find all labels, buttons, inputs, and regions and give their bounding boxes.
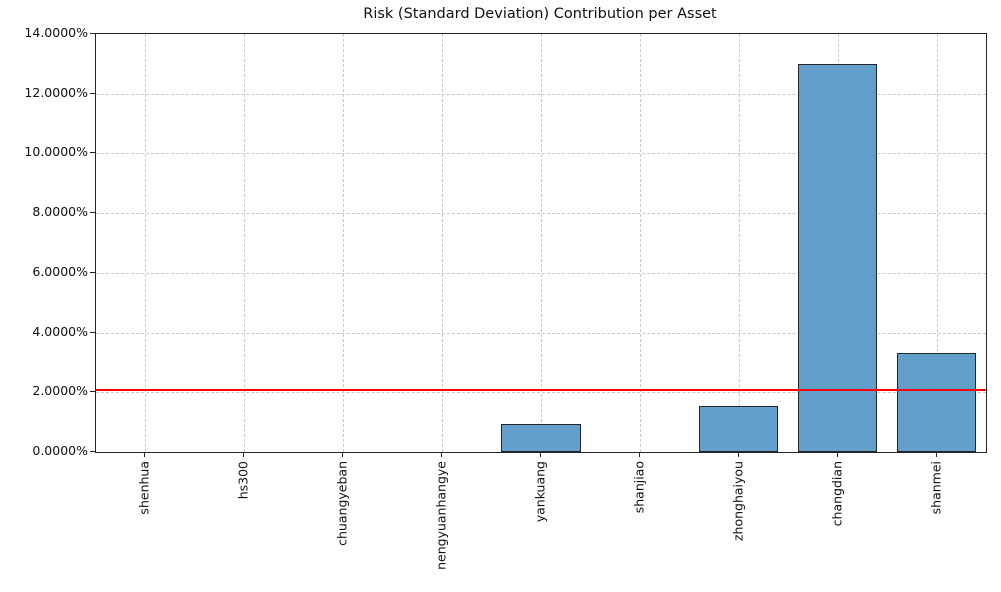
- x-tick-label: changdian: [829, 461, 844, 526]
- y-tick-mark: [90, 92, 95, 94]
- y-tick-mark: [90, 212, 95, 214]
- x-tick-mark: [737, 452, 739, 457]
- bar-shanmei: [897, 353, 977, 452]
- y-tick-label: 0.0000%: [32, 443, 88, 458]
- chart-title: Risk (Standard Deviation) Contribution p…: [363, 6, 717, 22]
- x-tick-label: yankuang: [533, 461, 548, 522]
- y-tick-mark: [90, 33, 95, 34]
- x-tick-label: shanjiao: [631, 461, 646, 513]
- x-tick-mark: [935, 452, 937, 457]
- y-tick-label: 4.0000%: [32, 323, 88, 339]
- x-tick-label-text: yankuang: [532, 461, 548, 523]
- x-tick-label: shenhua: [137, 461, 152, 515]
- y-tick-label: 14.0000%: [24, 25, 88, 40]
- y-tick-label: 10.0000%: [24, 144, 88, 160]
- y-tick-mark: [90, 271, 95, 273]
- v-gridline: [936, 34, 938, 452]
- v-gridline: [541, 34, 542, 452]
- plot-area: [95, 33, 987, 453]
- y-tick-mark: [90, 391, 95, 393]
- bar-yankuang: [501, 423, 581, 452]
- v-gridline: [145, 34, 147, 452]
- y-tick-label: 2.0000%: [32, 383, 88, 399]
- v-gridline: [738, 34, 740, 452]
- x-tick-label: zhonghaiyou: [730, 461, 745, 541]
- y-tick-label: 8.0000%: [32, 204, 88, 220]
- x-tick-label-text: shenhua: [136, 461, 152, 515]
- x-tick-mark: [540, 452, 541, 457]
- bar-changdian: [798, 63, 878, 452]
- x-tick-mark: [342, 452, 344, 457]
- x-tick-mark: [441, 452, 443, 457]
- x-tick-label-text: hs300: [235, 461, 251, 500]
- x-tick-label-text: chuangyeban: [334, 461, 350, 546]
- x-tick-label-text: nengyuanhangye: [433, 461, 449, 570]
- v-gridline: [343, 34, 345, 452]
- y-tick-mark: [90, 152, 95, 154]
- bar-zhonghaiyou: [699, 405, 779, 452]
- x-tick-mark: [243, 452, 245, 457]
- x-tick-label-text: shanjiao: [631, 461, 647, 514]
- x-tick-label-text: shanmei: [928, 461, 944, 515]
- y-tick-mark: [90, 331, 95, 333]
- x-tick-label: shanmei: [928, 461, 943, 514]
- x-tick-mark: [836, 452, 838, 457]
- reference-line: [96, 388, 986, 391]
- x-tick-label: nengyuanhangye: [434, 461, 449, 570]
- x-tick-label: chuangyeban: [335, 461, 350, 546]
- y-tick-label: 6.0000%: [32, 263, 88, 279]
- v-gridline: [639, 34, 641, 452]
- x-tick-mark: [144, 452, 146, 457]
- x-tick-label: hs300: [236, 461, 251, 499]
- y-tick-label: 12.0000%: [24, 84, 88, 100]
- y-tick-mark: [90, 451, 95, 452]
- v-gridline: [244, 34, 246, 452]
- v-gridline: [442, 34, 444, 452]
- x-tick-label-text: changdian: [829, 461, 845, 527]
- x-tick-label-text: zhonghaiyou: [730, 461, 746, 542]
- x-tick-mark: [638, 452, 640, 457]
